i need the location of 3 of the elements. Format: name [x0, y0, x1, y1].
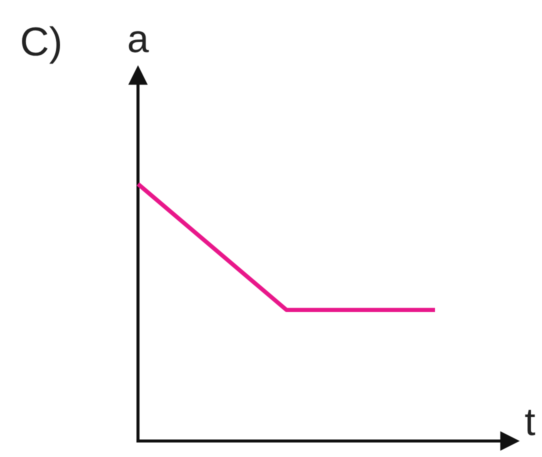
chart-title: C) — [22, 26, 60, 64]
y-axis-title: a — [128, 31, 149, 52]
x-axis-title: t — [525, 410, 536, 436]
